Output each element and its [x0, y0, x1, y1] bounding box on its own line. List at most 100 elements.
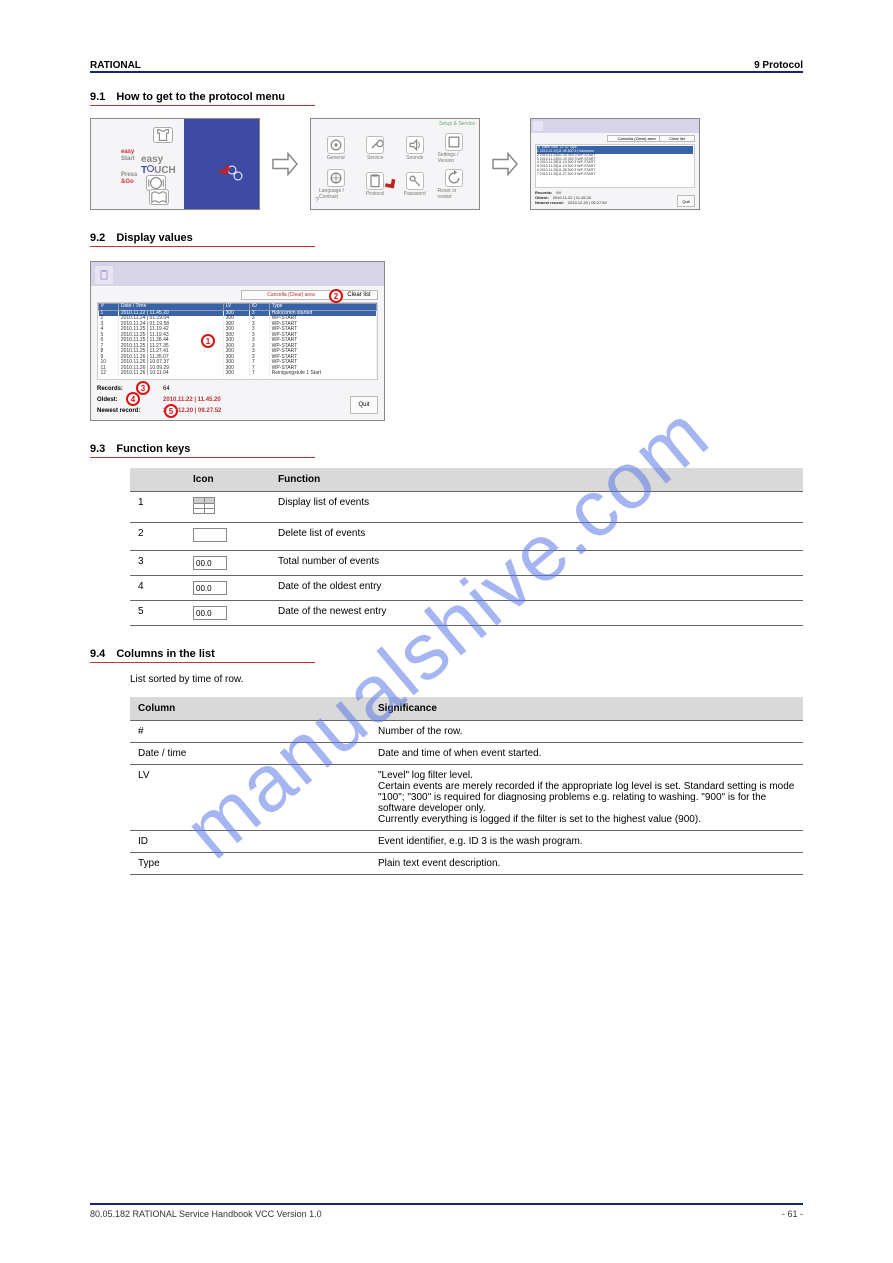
lbl-general: General — [327, 155, 345, 161]
callout-1-icon: 1 — [201, 334, 215, 348]
lbl-language: Language / Contrast — [319, 188, 353, 200]
intro-text: List sorted by time of row. — [130, 673, 803, 687]
settings-icon[interactable] — [445, 133, 463, 151]
footer-rule — [90, 1203, 803, 1205]
rule-9-2 — [90, 246, 315, 247]
section-9-4-text: Columns in the list — [116, 648, 214, 660]
callout-4-icon: 4 — [126, 392, 140, 406]
col-th-column: Column — [130, 697, 370, 721]
fk-th-icon: Icon — [185, 468, 270, 492]
rule-9-4 — [90, 662, 315, 663]
lbl-protocol: Protocol — [366, 191, 384, 197]
wrench-icon[interactable] — [366, 136, 384, 154]
fk-row: 300.0Total number of events — [130, 551, 803, 576]
go-label: &Go — [121, 179, 134, 185]
col-row: TypePlain text event description. — [130, 853, 803, 875]
globe-icon[interactable] — [327, 169, 345, 187]
fk-cell: Display list of events — [270, 492, 803, 523]
red-arrow-1-icon — [213, 157, 231, 175]
col-th-sig: Significance — [370, 697, 803, 721]
press-label: Press — [121, 172, 137, 178]
col-row: #Number of the row. — [130, 721, 803, 743]
col-cell: Date / time — [130, 743, 370, 765]
small-clipboard-icon — [533, 121, 543, 131]
start-label: Start — [121, 156, 135, 162]
section-9-3-title: 9.3 Function keys — [90, 443, 803, 455]
fk-cell: Date of the oldest entry — [270, 576, 803, 601]
sound-icon[interactable] — [406, 136, 424, 154]
lbl-reset: Reset or restart — [438, 188, 472, 200]
flow-arrow-1-icon — [270, 149, 300, 179]
logo-easy: easy — [141, 154, 163, 165]
header-right: 9 Protocol — [754, 60, 803, 71]
fk-header-row: Icon Function — [130, 468, 803, 492]
rec-value: 64 — [163, 386, 170, 392]
footer-code: 80.05.182 RATIONAL Service Handbook VCC … — [90, 1209, 322, 1219]
section-9-4-num: 9.4 — [90, 648, 105, 660]
footer-page: - 61 - — [322, 1209, 803, 1219]
setup-header: Setup & Service — [439, 121, 475, 127]
function-keys-table: Icon Function 1Display list of events 2D… — [130, 468, 803, 626]
shirt-icon — [153, 127, 173, 143]
table-row: 122010.11.26 | 10.11.043007Reinigungstuf… — [99, 371, 377, 377]
fk-cell: Date of the newest entry — [270, 601, 803, 626]
rule-9-3 — [90, 457, 315, 458]
col-cell: "Level" log filter level. Certain events… — [370, 765, 803, 831]
fk-row: 400.0Date of the oldest entry — [130, 576, 803, 601]
fk-th-function: Function — [270, 468, 803, 492]
fk-cell: Total number of events — [270, 551, 803, 576]
small-clear-button[interactable]: Clear list — [659, 135, 695, 142]
col-header-row: Column Significance — [130, 697, 803, 721]
callout-3-icon: 3 — [136, 381, 150, 395]
col-cell: Plain text event description. — [370, 853, 803, 875]
clear-list-button[interactable]: Clear list — [340, 290, 378, 300]
section-9-2-title: 9.2 Display values — [90, 232, 803, 244]
screenshot-list-small: Cancella (Clear) area Clear list # Date/… — [530, 118, 700, 210]
section-9-1-text: How to get to the protocol menu — [116, 91, 285, 103]
screenshot-home: easy Start easy TUCH Press &Go — [90, 118, 260, 210]
new-label: Newest record: — [97, 408, 159, 414]
event-list[interactable]: # Date / Time LV ID Type 12010.11.22 | 1… — [97, 302, 378, 380]
reset-icon[interactable] — [445, 169, 463, 187]
easy-label: easy — [121, 149, 134, 155]
col-row: Date / timeDate and time of when event s… — [130, 743, 803, 765]
columns-table: Column Significance #Number of the row. … — [130, 697, 803, 875]
page-footer: 80.05.182 RATIONAL Service Handbook VCC … — [90, 1203, 803, 1219]
small-quit-button[interactable]: Quit — [677, 195, 695, 207]
col-cell: # — [130, 721, 370, 743]
gear-icon[interactable] — [327, 136, 345, 154]
sm-new-lbl: Newest record: — [535, 200, 564, 205]
col-cell: Number of the row. — [370, 721, 803, 743]
callout-5-icon: 5 — [164, 404, 178, 418]
col-cell: Event identifier, e.g. ID 3 is the wash … — [370, 831, 803, 853]
section-9-1-title: 9.1 How to get to the protocol menu — [90, 91, 803, 103]
page: RATIONAL 9 Protocol 9.1 How to get to th… — [0, 0, 893, 1263]
lbl-sounds: Sounds — [406, 155, 423, 161]
lbl-password: Password — [404, 191, 426, 197]
section-9-3-num: 9.3 — [90, 443, 105, 455]
sm-new-val: 2010.12.20 | 09.27.52 — [568, 200, 607, 205]
callout-2-icon: 2 — [329, 289, 343, 303]
fk-row: 1Display list of events — [130, 492, 803, 523]
col-cell: LV — [130, 765, 370, 831]
setup-grid: General Service Sounds Settings / Versio… — [319, 131, 471, 201]
section-9-2-num: 9.2 — [90, 232, 105, 244]
col-cell: Date and time of when event started. — [370, 743, 803, 765]
old-value: 2010.11.22 | 11.45.20 — [163, 397, 221, 403]
cancel-area-button[interactable]: Cancella (Clear) area — [241, 290, 341, 300]
section-9-2-text: Display values — [116, 232, 192, 244]
easytouch-logo: easy TUCH — [141, 154, 176, 176]
fk-cell: Delete list of events — [270, 523, 803, 551]
book-icon — [149, 189, 169, 205]
quit-button[interactable]: Quit — [350, 396, 378, 414]
section-9-1-num: 9.1 — [90, 91, 105, 103]
section-9-3-text: Function keys — [116, 443, 190, 455]
box-icon — [193, 528, 227, 542]
key-icon[interactable] — [406, 172, 424, 190]
lbl-service: Service — [367, 155, 384, 161]
section-9-4-title: 9.4 Columns in the list — [90, 648, 803, 660]
col-cell: ID — [130, 831, 370, 853]
small-cancel-button[interactable]: Cancella (Clear) area — [607, 135, 667, 142]
help-icon[interactable]: ? — [315, 189, 319, 207]
header-left: RATIONAL — [90, 60, 141, 71]
